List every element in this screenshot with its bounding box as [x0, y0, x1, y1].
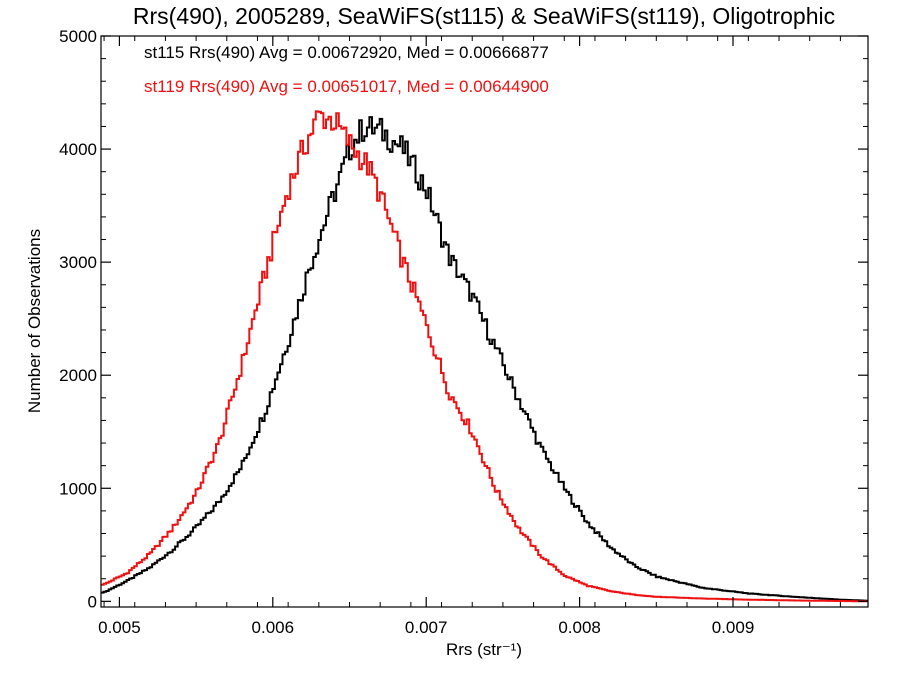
y-axis-label: Number of Observations: [25, 229, 44, 413]
y-tick-label: 3000: [59, 253, 97, 272]
y-tick-label: 0: [88, 592, 97, 611]
x-tick-label: 0.006: [252, 618, 295, 637]
x-tick-label: 0.008: [558, 618, 601, 637]
plot-area: 0.005 0.006 0.007 0.008 0.009 0 1000 2000 3000 40…: [59, 27, 869, 637]
legend-entry-st115: st115 Rrs(490) Avg = 0.00672920, Med = 0…: [144, 43, 549, 62]
y-tick-label: 4000: [59, 140, 97, 159]
series-layer: [101, 110, 868, 603]
x-tick-label: 0.009: [712, 618, 755, 637]
x-tick-label: 0.007: [405, 618, 448, 637]
chart-title: Rrs(490), 2005289, SeaWiFS(st115) & SeaW…: [133, 3, 835, 29]
y-tick-label: 1000: [59, 479, 97, 498]
legend-entry-st119: st119 Rrs(490) Avg = 0.00651017, Med = 0…: [144, 77, 549, 96]
series-st115-line: [101, 116, 868, 602]
x-axis-label: Rrs (str⁻¹): [446, 640, 522, 659]
y-tick-label: 5000: [59, 27, 97, 46]
ticks-layer: 0.005 0.006 0.007 0.008 0.009 0 1000 2000 3000 40…: [59, 27, 868, 637]
plot-frame: [100, 35, 869, 608]
x-tick-label: 0.005: [98, 618, 141, 637]
series-st119-line: [101, 110, 868, 603]
y-tick-label: 2000: [59, 366, 97, 385]
legend: st115 Rrs(490) Avg = 0.00672920, Med = 0…: [144, 43, 549, 96]
